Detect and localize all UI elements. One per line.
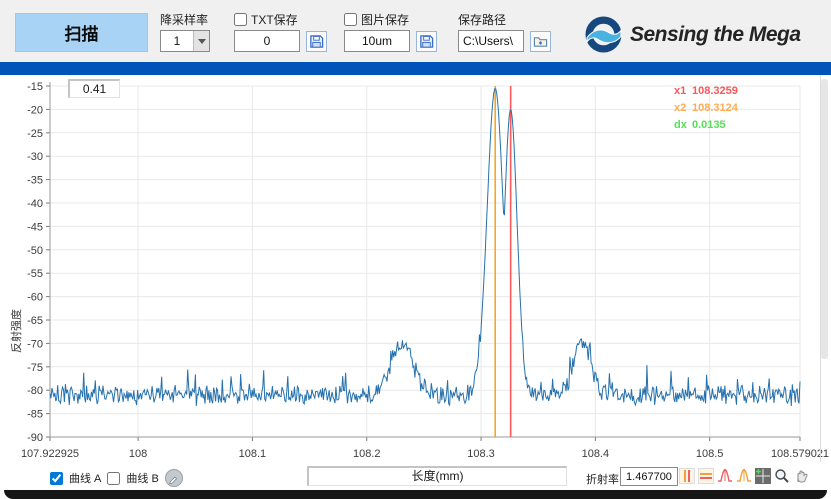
x-axis-title-box: 长度(mm) [307,466,567,486]
y-tick-label: -25 [27,128,43,140]
refractive-index-input[interactable] [620,467,678,486]
pan-tool[interactable] [792,467,810,485]
floppy-disk-icon [310,35,324,48]
img-save-checkbox-row[interactable]: 图片保存 [344,11,409,28]
readout-value-x1: 108.3259 [692,85,738,97]
pen-icon [169,476,178,484]
y-axis-title: 反射强度 [11,309,23,353]
curve-toggles: 曲线 A 曲线 B [50,469,183,487]
zoom-tool[interactable] [773,467,791,485]
chart-region: -15 -20 -25 -30 -35 -40 -45 -50 -55 -60 -65 -70 -75 -… [0,75,831,462]
y-tick-label: -85 [27,409,43,421]
hand-icon [797,470,808,483]
curve-a-label: 曲线 A [69,473,102,485]
x-tick-label: 108 [129,448,147,460]
horizontal-lines-tool[interactable] [697,467,715,485]
bottom-bar: 曲线 A 曲线 B 长度(mm) 折射率 [0,462,831,491]
y-tick-label: -80 [27,385,43,397]
logo-wave-icon [585,16,622,53]
x-tick-label: 108.1 [239,448,267,460]
scan-button[interactable]: 扫描 [15,13,148,52]
readout-value-x2: 108.3124 [692,102,739,114]
y-tick-label: -45 [27,221,43,233]
readout-label-dx: dx [674,119,688,131]
y-tick-label: -55 [27,268,43,280]
txt-save-checkbox-row[interactable]: TXT保存 [234,11,298,28]
window-bottom-frame [4,490,827,499]
x-tick-label: 108.579021 [771,448,829,460]
downsample-select[interactable]: 1 [160,30,210,52]
peak-marker-1-tool[interactable] [716,467,734,485]
x-tick-label: 108.4 [582,448,610,460]
red-peak-icon [718,468,732,482]
floppy-disk-icon [420,35,434,48]
img-save-input[interactable] [344,30,410,52]
curve-b-checkbox[interactable] [107,471,121,485]
chevron-down-icon[interactable] [193,31,209,51]
vertical-cursors-icon [679,468,695,484]
txt-save-label: TXT保存 [251,13,298,27]
txt-save-button[interactable] [306,31,327,52]
curve-a-checkbox[interactable] [50,471,63,485]
horizontal-cursors-icon [698,468,714,484]
top-toolbar: 扫描 降采样率 1 TXT保存 图片保存 [0,0,831,62]
plot-toolbar [678,467,810,485]
txt-save-checkbox[interactable] [234,13,247,26]
brand-name: Sensing the Mega [630,22,801,46]
vertical-scrollbar[interactable] [821,79,828,359]
accent-divider-bar [0,62,831,75]
y-tick-label: -40 [27,198,43,210]
x-tick-label: 107.922925 [21,448,79,460]
readout-label-x2: x2 [674,102,686,114]
curve-b-label: 曲线 B [126,473,159,485]
x-tick-label: 108.3 [467,448,495,460]
y-tick-label: -20 [27,104,43,116]
img-save-checkbox[interactable] [344,13,357,26]
cursor-lines-tool[interactable] [678,467,696,485]
x-tick-label: 108.2 [353,448,381,460]
brand-logo: Sensing the Mega [585,16,801,53]
refractive-index-label: 折射率 [586,474,619,486]
folder-plus-icon [533,37,548,47]
y-tick-label: -30 [27,151,43,163]
y-tick-label: -90 [27,432,43,444]
txt-save-input[interactable] [234,30,300,52]
y-tick-label: -35 [27,175,43,187]
crosshair-icon [755,468,771,484]
y-tick-label: -65 [27,315,43,327]
y-tick-label: -15 [27,81,43,93]
y-tick-label: -70 [27,338,43,350]
signal-trace [49,88,801,407]
signal-chart: -15 -20 -25 -30 -35 -40 -45 -50 -55 -60 -65 -70 -75 -… [21,81,829,460]
peak-marker-2-tool[interactable] [735,467,753,485]
img-save-label: 图片保存 [361,13,410,27]
downsample-label: 降采样率 [160,13,209,27]
img-save-button[interactable] [416,31,437,52]
magnifier-icon [775,469,789,483]
right-divider [820,75,821,462]
readout-value-dx: 0.0135 [692,119,726,131]
crosshair-tool[interactable] [754,467,772,485]
y-tick-label: -75 [27,362,43,374]
y-tick-label: -50 [27,245,43,257]
readout-label-x1: x1 [674,85,686,97]
orange-peak-icon [737,468,751,482]
downsample-value: 1 [173,34,181,48]
threshold-value-box[interactable]: 0.41 [68,79,120,98]
save-path-label: 保存路径 [458,13,507,27]
x-tick-label: 108.5 [696,448,724,460]
annotate-pen-button[interactable] [164,469,183,487]
y-tick-label: -60 [27,292,43,304]
browse-folder-button[interactable] [530,31,551,52]
save-path-input[interactable] [458,30,524,52]
